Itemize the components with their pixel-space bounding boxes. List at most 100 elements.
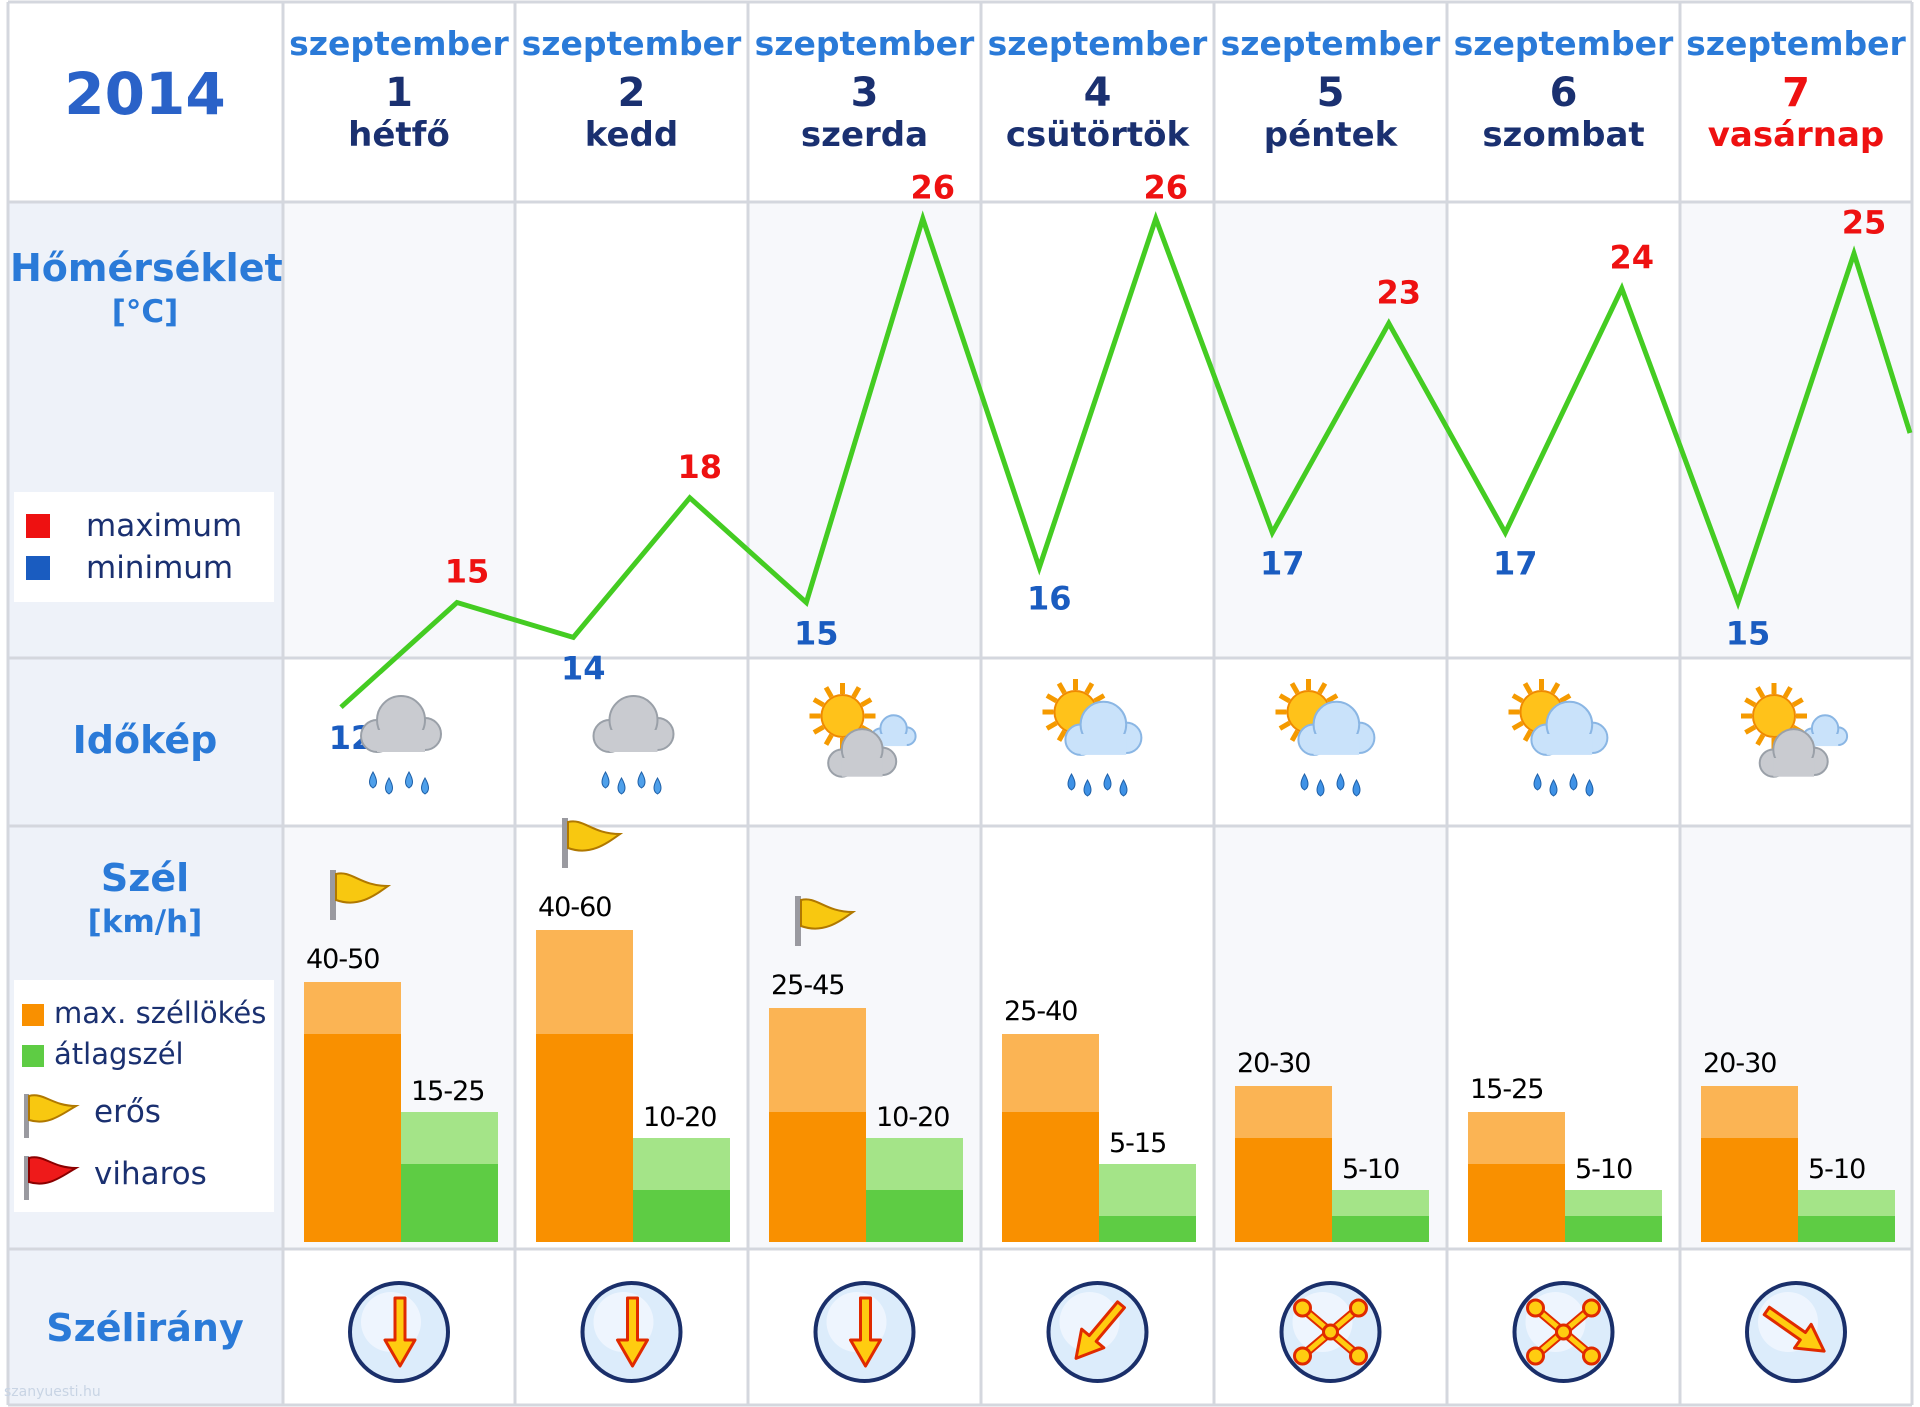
gust-bar-range (536, 930, 633, 1034)
gust-label: 15-25 (1470, 1074, 1543, 1105)
arrow-southwest-icon (1046, 1281, 1149, 1383)
max-temp-label: 26 (910, 169, 955, 207)
minimum-swatch (26, 556, 50, 580)
legend-average: átlagszél (54, 1037, 184, 1071)
flag-yellow-icon (795, 896, 857, 946)
flag-yellow-icon (562, 818, 624, 868)
gust-bar-range (304, 982, 401, 1034)
maximum-swatch (26, 514, 50, 538)
gust-bar-base (304, 1034, 401, 1242)
day-number: 7 (1782, 70, 1810, 116)
weekday-label: hétfő (348, 115, 450, 155)
watermark: szanyuesti.hu (4, 1384, 101, 1400)
min-temp-label: 17 (1493, 545, 1538, 583)
min-temp-label: 17 (1260, 545, 1305, 583)
gust-bar-range (1468, 1112, 1565, 1164)
gust-bar-base (1701, 1138, 1798, 1242)
day-number: 4 (1083, 70, 1112, 116)
gust-bar-range (1002, 1034, 1099, 1112)
arrow-south-icon (348, 1281, 450, 1383)
sun-rain-cloud-icon (1275, 679, 1376, 797)
temperature-row-header: Hőmérséklet [°C] (10, 246, 283, 330)
gust-bar-base (1002, 1112, 1099, 1242)
wind-unit: [km/h] (87, 904, 203, 940)
day-header: szeptember 1 hétfő (283, 24, 515, 155)
min-temp-label: 15 (1726, 615, 1771, 653)
average-bar-range (633, 1138, 730, 1190)
day-header: szeptember 2 kedd (515, 24, 748, 155)
gust-label: 25-45 (771, 970, 844, 1001)
legend-maximum: maximum (86, 508, 243, 544)
month-label: szeptember (987, 24, 1208, 63)
min-temp-label: 14 (561, 649, 606, 687)
weekday-label: csütörtök (1005, 115, 1190, 155)
day-number: 6 (1549, 70, 1578, 116)
average-bar-range (1099, 1164, 1196, 1216)
weekday-label: vasárnap (1707, 115, 1885, 155)
weekday-label: péntek (1263, 115, 1398, 155)
average-bar-range (1565, 1190, 1662, 1216)
temperature-line (339, 210, 1913, 710)
wind-legend: max. széllökés átlagszél erős viharos (14, 980, 274, 1212)
average-bar-base (866, 1190, 963, 1242)
legend-minimum: minimum (86, 550, 234, 586)
year-label: 2014 (64, 60, 226, 128)
max-temp-label: 18 (677, 448, 722, 486)
gust-label: 20-30 (1703, 1048, 1776, 1079)
gust-swatch (22, 1004, 44, 1026)
min-temp-label: 16 (1027, 580, 1072, 618)
average-bar-range (1332, 1190, 1429, 1216)
average-bar-base (1565, 1216, 1662, 1242)
legend-strong: erős (94, 1094, 161, 1130)
day-header: szeptember 5 péntek (1214, 24, 1447, 155)
weekday-label: szombat (1482, 115, 1645, 155)
gust-bar-range (1701, 1086, 1798, 1138)
max-temp-label: 25 (1842, 204, 1887, 242)
day-number: 5 (1316, 70, 1345, 116)
month-label: szeptember (521, 24, 742, 63)
wind-label: Szél (100, 856, 190, 900)
weekday-label: kedd (584, 115, 679, 155)
average-label: 5-10 (1575, 1154, 1632, 1185)
direction-label: Szélirány (46, 1306, 244, 1350)
arrow-southeast-icon (1745, 1281, 1847, 1383)
average-bar-base (401, 1164, 498, 1242)
sun-rain-cloud-icon (1042, 679, 1143, 797)
variable-wind-icon (1279, 1281, 1382, 1383)
gust-label: 20-30 (1237, 1048, 1310, 1079)
gust-bar-base (536, 1034, 633, 1242)
day-number: 2 (617, 70, 646, 116)
max-temp-label: 15 (445, 553, 490, 591)
month-label: szeptember (289, 24, 509, 63)
average-swatch (22, 1045, 44, 1067)
average-bar-range (401, 1112, 498, 1164)
arrow-south-icon (813, 1281, 916, 1383)
gust-bar-base (1235, 1138, 1332, 1242)
rain-cloud-icon (360, 695, 442, 795)
partly-cloudy-icon (1741, 683, 1849, 778)
legend-stormy: viharos (94, 1156, 207, 1192)
weather-label: Időkép (72, 718, 218, 762)
temperature-unit: [°C] (111, 294, 179, 330)
sun-rain-cloud-icon (1508, 679, 1609, 797)
gust-label: 40-60 (538, 892, 611, 923)
average-bar-base (633, 1190, 730, 1242)
average-label: 10-20 (876, 1102, 949, 1133)
min-temp-label: 15 (794, 615, 839, 653)
average-bar-range (1798, 1190, 1895, 1216)
month-label: szeptember (1453, 24, 1674, 63)
average-bar-base (1099, 1216, 1196, 1242)
average-label: 15-25 (411, 1076, 484, 1107)
flag-red-icon (24, 1156, 80, 1200)
day-header: szeptember 4 csütörtök (981, 24, 1214, 155)
day-number: 1 (385, 70, 413, 116)
arrow-south-icon (580, 1281, 683, 1383)
day-header: szeptember 3 szerda (748, 24, 981, 155)
average-bar-base (1332, 1216, 1429, 1242)
month-label: szeptember (1686, 24, 1906, 63)
average-label: 5-15 (1109, 1128, 1166, 1159)
month-label: szeptember (1220, 24, 1441, 63)
gust-bar-base (1468, 1164, 1565, 1242)
